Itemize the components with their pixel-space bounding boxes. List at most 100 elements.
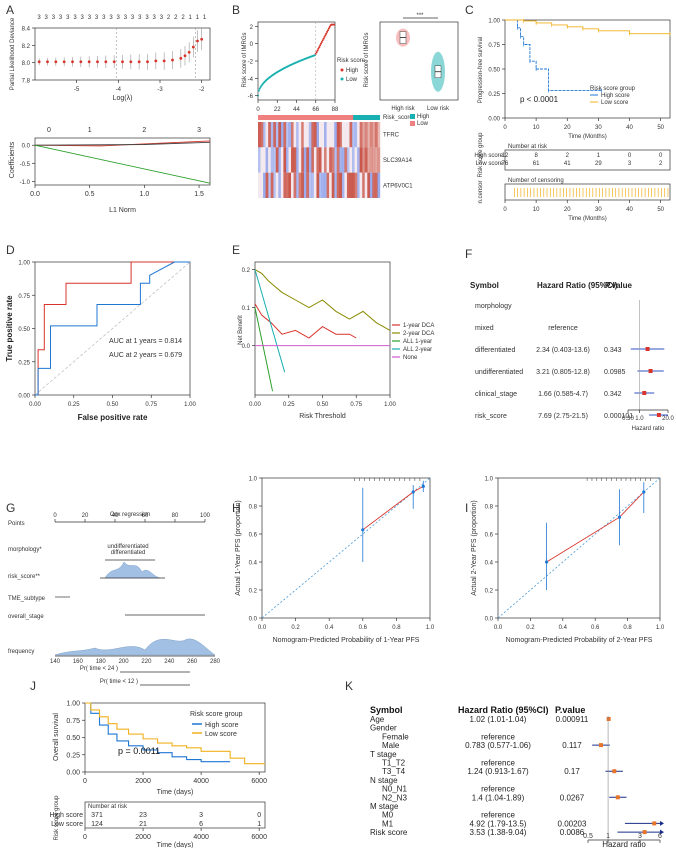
h-ideal: [261, 477, 431, 619]
b-heat-cell: [331, 172, 335, 198]
b-heat-cell: [275, 122, 279, 148]
b-heat-cell: [265, 172, 269, 198]
b-heat-cell: [359, 122, 363, 148]
b-heat-cell: [344, 172, 348, 198]
b-heat-cell: [293, 122, 297, 148]
b-heat-row-label: SLC39A14: [383, 158, 413, 164]
j-risk-x-tick-label: 0: [83, 834, 87, 841]
b-heat-cell: [374, 172, 378, 198]
a-bottom-x-tick-label: 1.0: [140, 191, 150, 198]
b-heat-cell: [301, 172, 304, 198]
b-risk-point: [323, 35, 326, 38]
c-censor-x-tick-label: 20: [564, 207, 571, 213]
g-points-tick-label: 60: [142, 513, 149, 519]
b-heat-cell: [288, 172, 292, 198]
k-row-p: 0.00203: [558, 819, 587, 828]
b-heat-cell: [278, 172, 282, 198]
b-heat-cell: [319, 122, 322, 148]
a-deviance-point: [200, 37, 204, 41]
k-row-hr: 1.4 (1.04-1.89): [472, 793, 525, 802]
k-tick-label: 6: [658, 833, 662, 840]
b-heat-cell: [313, 147, 317, 173]
b-heat-cell: [265, 122, 269, 148]
b-heat-cell: [354, 122, 358, 148]
b-heat-cell: [270, 172, 274, 198]
b-heat-cell: [293, 147, 297, 173]
c-legend-high: High score: [601, 93, 630, 99]
b-heat-cell: [357, 122, 360, 148]
c-risk-value: 29: [595, 161, 602, 167]
b-heat-cell: [364, 122, 368, 148]
b-heat-cell: [270, 147, 274, 173]
a-top-count: 1: [196, 15, 200, 21]
b-heat-cell: [311, 122, 315, 148]
panel-label-I: I: [465, 501, 468, 515]
a-top-y-tick-label: 7.8: [22, 79, 31, 85]
b-heat-cell: [339, 147, 343, 173]
j-risk-value: 21: [139, 821, 147, 828]
b-scatter-frame: [257, 21, 336, 101]
a-top-count: 3: [117, 15, 121, 21]
b-heat-cell: [273, 147, 276, 173]
k-estimate: [615, 795, 620, 800]
b-heat-cell: [311, 147, 315, 173]
b-heat-cell: [359, 147, 363, 173]
b-heat-cell: [283, 172, 287, 198]
h-y-tick-label: 1.0: [249, 477, 258, 483]
f-row-symbol: differentiated: [475, 347, 515, 354]
a-top-count: 2: [167, 15, 171, 21]
b-heat-cell: [291, 172, 294, 198]
h-ylabel: Actual 1-Year PFS (proportion): [235, 500, 242, 595]
a-deviance-point: [183, 54, 187, 58]
a-deviance-point: [112, 60, 116, 64]
b-heat-cell: [291, 122, 294, 148]
c-censor-title: Number of censoring: [508, 178, 564, 184]
g-freq-tick-label: 140: [50, 659, 61, 665]
b-heat-cell: [298, 172, 302, 198]
d-y-tick-label: 0.75: [18, 294, 30, 300]
d-x-tick-label: 1.00: [184, 402, 196, 408]
b-violin-frame: [379, 21, 459, 101]
k-ci-arrow: [660, 829, 664, 835]
e-legend-label: ALL 2-year: [403, 347, 432, 353]
c-risk-value: 1: [597, 153, 601, 159]
f-estimate: [642, 391, 647, 395]
j-risk-x-tick-label: 2000: [135, 834, 151, 841]
g-freq-tick-label: 160: [73, 659, 84, 665]
e-x-tick-label: 1.00: [384, 402, 396, 408]
b-heat-cell: [321, 122, 325, 148]
b-heat-cell: [372, 147, 376, 173]
b-heat-cell: [357, 172, 360, 198]
j-risk-value: 1: [257, 821, 261, 828]
h-point: [411, 490, 415, 494]
g-morph-label: differentiated: [111, 550, 146, 556]
c-censor-frame: [504, 183, 671, 201]
i-y-tick-label: 0.4: [485, 561, 494, 567]
a-top-count: 3: [81, 15, 85, 21]
c-x-tick-label: 0: [503, 125, 507, 131]
a-deviance-point: [154, 59, 158, 63]
b-risk-point: [315, 51, 318, 54]
f-row-hr: 3.21 (0.805-12.8): [536, 369, 590, 376]
f-row-p: 0.0985: [604, 369, 626, 376]
g-freq-tick-label: 280: [210, 659, 221, 665]
k-row-hr: reference: [481, 732, 515, 741]
panel-label-H: H: [232, 501, 241, 515]
b-heat-cell: [285, 172, 289, 198]
h-point: [361, 528, 365, 532]
k-row-symbol: Age: [370, 715, 385, 724]
c-risk-value: 2: [659, 161, 663, 167]
i-ideal: [497, 477, 661, 619]
k-row-p: 0.17: [564, 767, 580, 776]
g-pr24-label: Pr( time < 24 ): [80, 666, 118, 672]
k-header-p: P.value: [555, 705, 585, 715]
k-row-hr: 1.02 (1.01-1.04): [470, 715, 527, 724]
c-y-tick-label: 0.50: [488, 68, 500, 74]
b-scatter-y-tick-label: 2: [250, 25, 254, 31]
i-y-tick-label: 0.0: [485, 617, 494, 623]
k-header-symbol: Symbol: [370, 705, 403, 715]
b-heat-row-label: ATP6V0C1: [383, 183, 413, 189]
c-x-tick-label: 40: [626, 125, 633, 131]
a-deviance-point: [121, 60, 124, 64]
